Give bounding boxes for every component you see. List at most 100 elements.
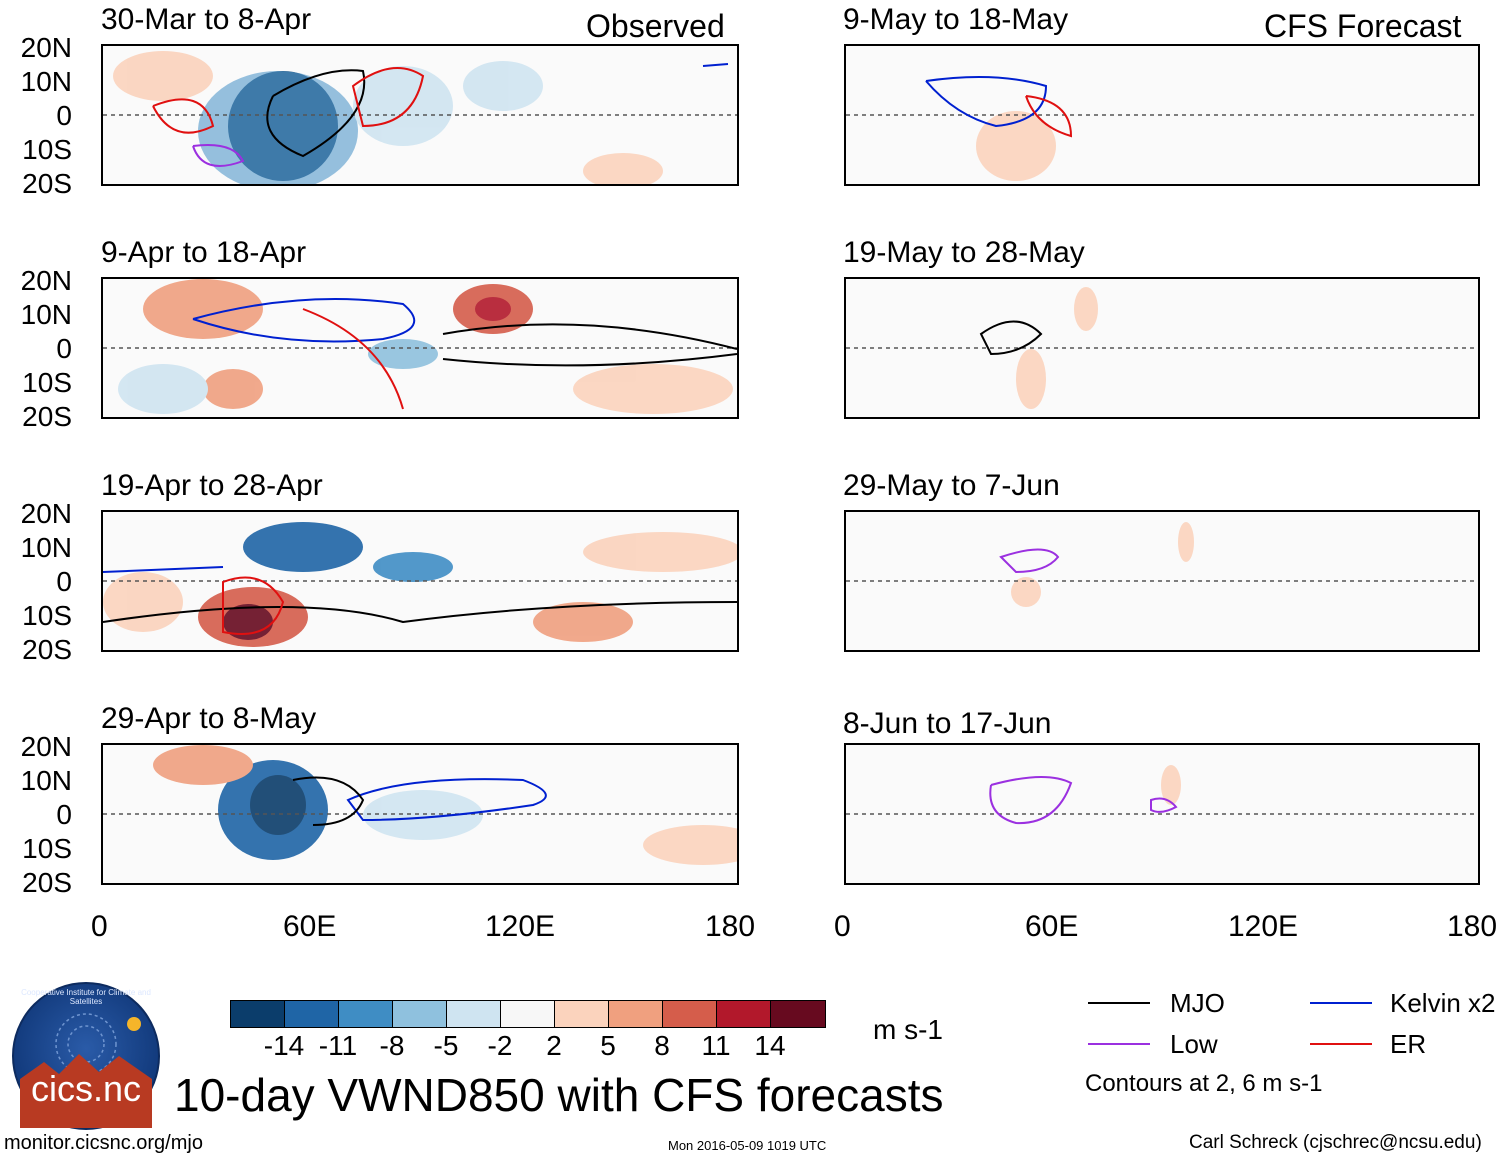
observed-map-panel-2 (101, 277, 739, 419)
er-contour (351, 67, 425, 128)
observed-map-panel-1 (101, 44, 739, 186)
colorbar-swatch (339, 1001, 393, 1027)
x-tick-label-left-0: 0 (91, 910, 108, 943)
kelvin-contour (702, 63, 729, 67)
y-tick-label: 10N (20, 66, 72, 97)
low-contour (999, 548, 1060, 574)
logo-ring-text: Cooperative Institute for Climate and Sa… (21, 988, 151, 1006)
footer-url[interactable]: monitor.cicsnc.org/mjo (4, 1132, 203, 1154)
low-contour (192, 144, 245, 167)
x-tick-label-left-60e: 60E (283, 910, 337, 943)
colorbar-swatch (447, 1001, 501, 1027)
vwnd-shading (103, 522, 737, 647)
forecast-header: CFS Forecast (1264, 8, 1462, 44)
y-tick-label: 20S (22, 867, 72, 898)
y-tick-label: 10S (22, 600, 72, 631)
x-tick-label-left-180: 180 (705, 910, 756, 943)
observed-panel-title-3: 19-Apr to 28-Apr (101, 469, 323, 502)
legend-kelvin-label: Kelvin x2 (1390, 988, 1496, 1018)
observed-panel-title-1: 30-Mar to 8-Apr (101, 3, 312, 36)
colorbar-swatch (393, 1001, 447, 1027)
forecast-map-panel-4 (844, 743, 1480, 885)
colorbar-swatch (285, 1001, 339, 1027)
y-tick-label: 0 (56, 333, 72, 364)
x-tick-label-right-60e: 60E (1025, 910, 1079, 943)
x-tick-label-right-180: 180 (1447, 910, 1498, 943)
mjo-contour (266, 69, 366, 158)
y-tick-label: 20S (22, 168, 72, 199)
footer-author[interactable]: Carl Schreck (cjschrec@ncsu.edu) (1189, 1132, 1482, 1153)
colorbar-units: m s-1 (873, 1014, 943, 1045)
y-tick-label: 20S (22, 401, 72, 432)
mjo-contour (292, 776, 365, 826)
vwnd-shading (153, 745, 737, 865)
y-tick-label: 20N (20, 498, 72, 529)
figure-title: 10-day VWND850 with CFS forecasts (174, 1069, 944, 1121)
er-contour (222, 576, 285, 635)
observed-panel-title-2: 9-Apr to 18-Apr (101, 236, 307, 269)
low-contour (989, 776, 1073, 825)
colorbar-tick-label: 2 (546, 1030, 562, 1061)
observed-map-panel-4 (101, 743, 739, 885)
vwnd-shading (118, 279, 733, 414)
colorbar-tick-label: 11 (701, 1030, 731, 1061)
observed-map-panel-3 (101, 510, 739, 652)
er-contour (152, 98, 215, 134)
y-tick-label: 0 (56, 566, 72, 597)
y-tick-label: 10N (20, 299, 72, 330)
colorbar-swatch (231, 1001, 285, 1027)
forecast-map-panel-2 (844, 277, 1480, 419)
colorbar-swatch (609, 1001, 663, 1027)
y-tick-label: 20N (20, 731, 72, 762)
y-tick-label: 20N (20, 265, 72, 296)
mjo-contour (442, 323, 737, 367)
legend-mjo-line (1088, 1002, 1150, 1004)
y-tick-label: 0 (56, 799, 72, 830)
er-contour (1025, 95, 1073, 138)
forecast-panel-title-4: 8-Jun to 17-Jun (843, 707, 1052, 740)
legend-er-label: ER (1390, 1029, 1427, 1059)
er-contour (302, 308, 404, 410)
legend-note: Contours at 2, 6 m s-1 (1085, 1070, 1323, 1097)
colorbar-swatch (663, 1001, 717, 1027)
x-tick-label-right-120e: 120E (1228, 910, 1299, 943)
colorbar-tick-label: 5 (600, 1030, 616, 1061)
kelvin-contour (103, 566, 224, 573)
colorbar-tick-label: -8 (379, 1030, 405, 1061)
observed-panel-title-4: 29-Apr to 8-May (101, 702, 317, 735)
forecast-panel-title-2: 19-May to 28-May (843, 236, 1085, 269)
colorbar-swatch (771, 1001, 825, 1027)
y-tick-label: 10S (22, 134, 72, 165)
y-tick-label: 10S (22, 367, 72, 398)
x-tick-label-left-120e: 120E (485, 910, 556, 943)
kelvin-contour (192, 298, 416, 343)
colorbar-tick-label: 14 (754, 1030, 786, 1061)
kelvin-contour (346, 778, 547, 822)
forecast-map-panel-1 (844, 44, 1480, 186)
legend-kelvin-line (1310, 1002, 1372, 1004)
legend-low-label: Low (1170, 1029, 1218, 1059)
legend-low-line (1088, 1043, 1150, 1045)
y-tick-label: 10S (22, 833, 72, 864)
colorbar-tick-label: -2 (487, 1030, 513, 1061)
forecast-panel-title-3: 29-May to 7-Jun (843, 469, 1060, 502)
legend-er-line (1310, 1043, 1372, 1045)
y-tick-label: 10N (20, 532, 72, 563)
observed-header: Observed (586, 8, 725, 44)
colorbar-tick-label: -11 (318, 1030, 358, 1061)
kelvin-contour (925, 76, 1048, 128)
cics-logo: cics.nc Cooperative Institute for Climat… (12, 982, 160, 1130)
footer-timestamp: Mon 2016-05-09 1019 UTC (668, 1138, 827, 1153)
colorbar-swatch (717, 1001, 771, 1027)
colorbar-swatch (555, 1001, 609, 1027)
mjo-contour (979, 320, 1043, 356)
vwnd-shading (113, 51, 663, 184)
x-tick-label-right-0: 0 (834, 910, 851, 943)
forecast-map-panel-3 (844, 510, 1480, 652)
colorbar-tick-label: 8 (654, 1030, 670, 1061)
logo-text: cics.nc (30, 1068, 142, 1109)
low-contour (1150, 797, 1178, 813)
legend-mjo-label: MJO (1170, 988, 1225, 1018)
colorbar-tick-label: -5 (433, 1030, 459, 1061)
y-tick-label: 20S (22, 634, 72, 665)
